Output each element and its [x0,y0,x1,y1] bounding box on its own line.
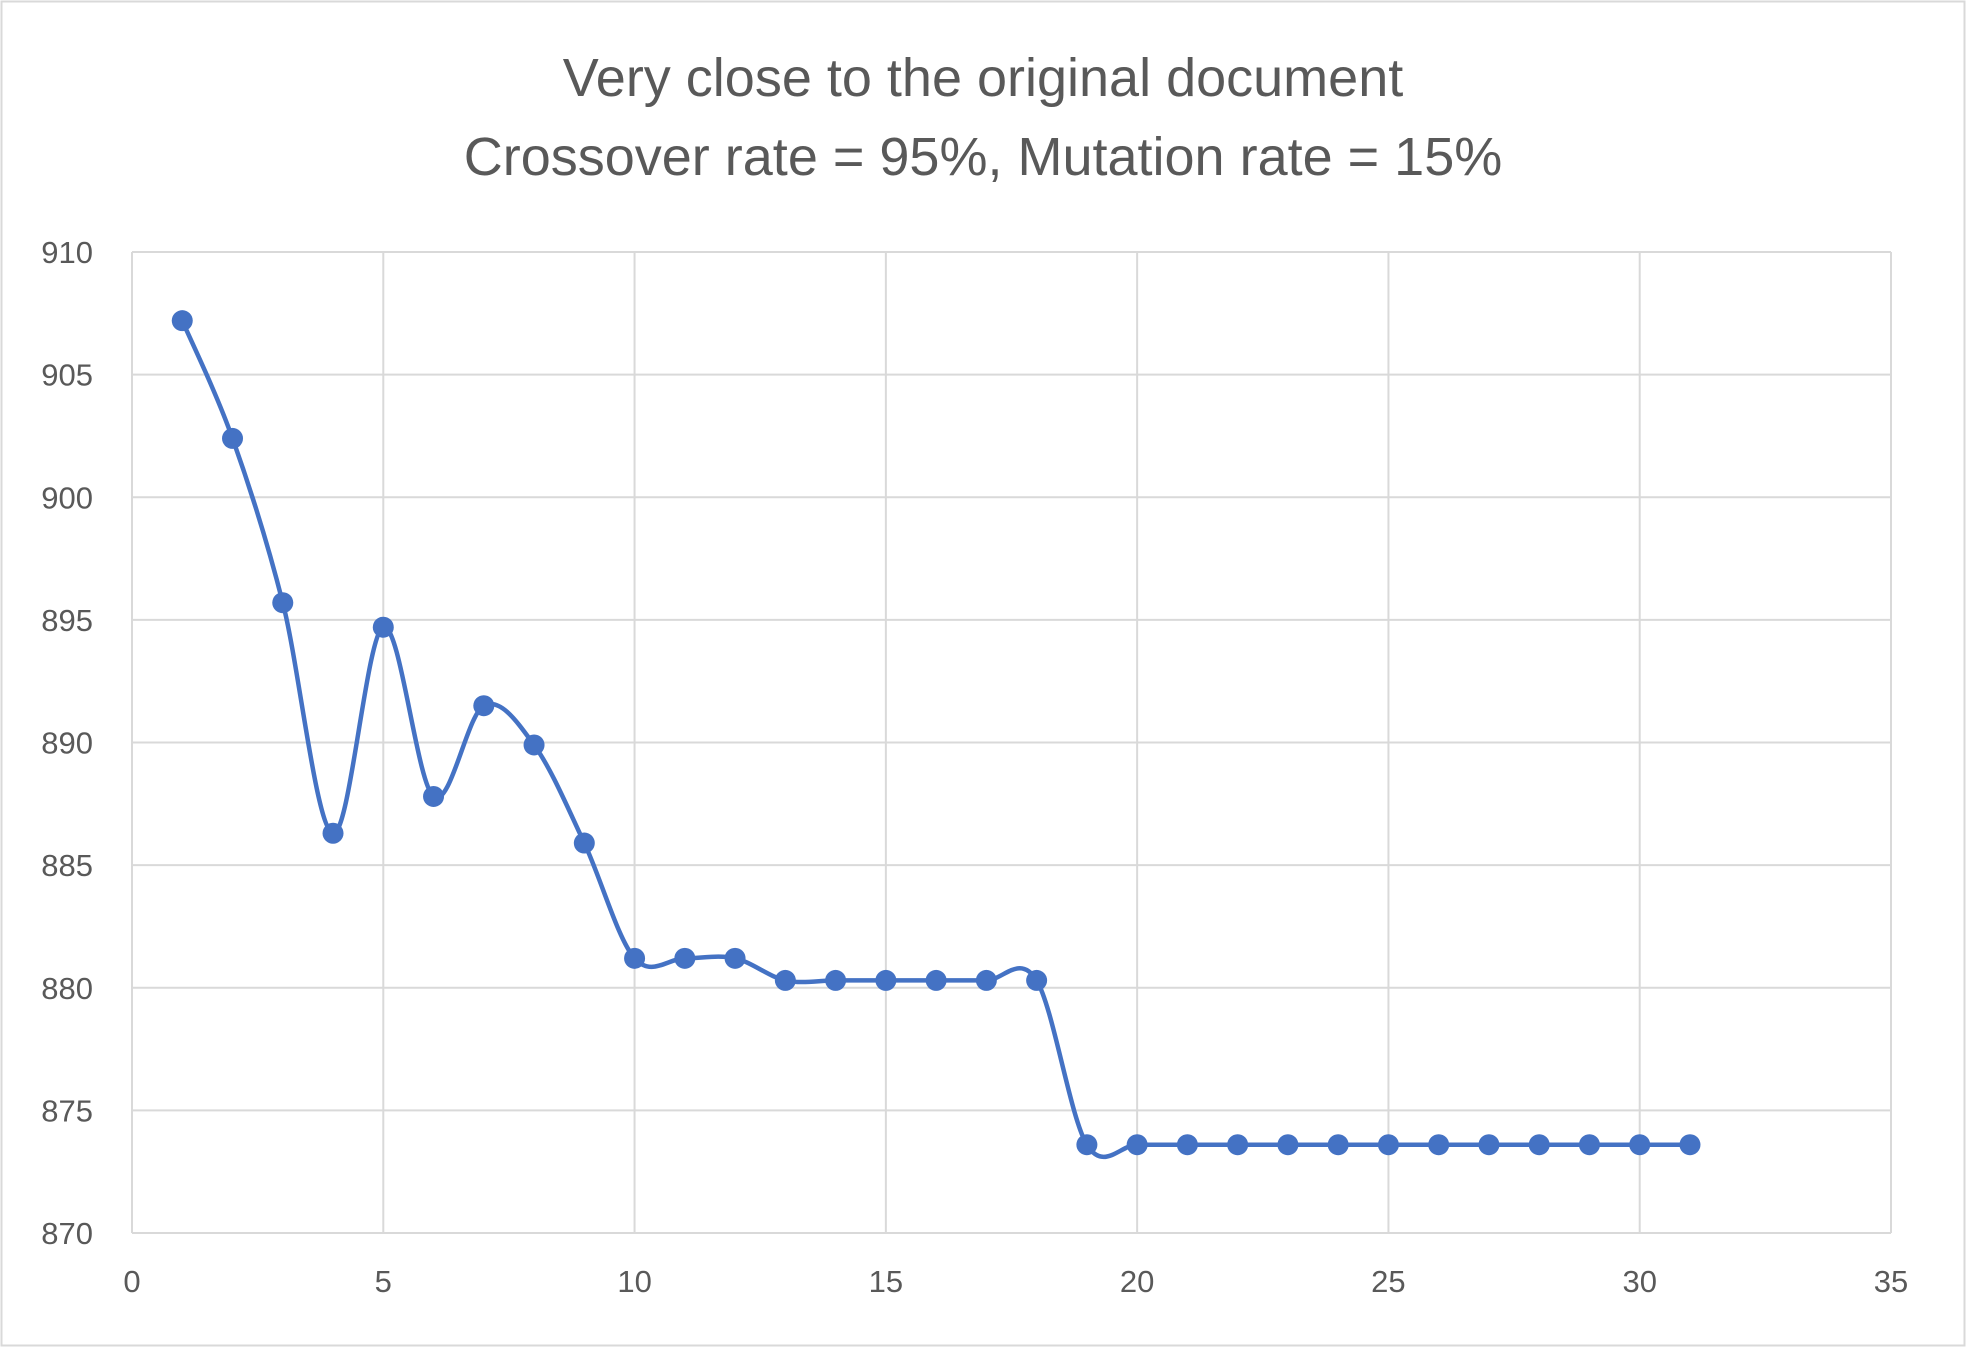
data-point [1076,1134,1098,1156]
data-point [171,310,193,332]
data-point [1327,1134,1349,1156]
data-point [573,832,595,854]
x-tick-label: 5 [375,1264,392,1299]
data-point [674,947,696,969]
data-point [875,969,897,991]
y-tick-label: 910 [41,235,93,270]
data-point [1126,1134,1148,1156]
data-point [975,969,997,991]
x-tick-label: 25 [1371,1264,1405,1299]
y-tick-label: 880 [41,971,93,1006]
data-point [1478,1134,1500,1156]
y-tick-label: 875 [41,1093,93,1128]
x-tick-label: 35 [1874,1264,1908,1299]
data-point [272,592,294,614]
data-point [825,969,847,991]
x-tick-label: 10 [617,1264,651,1299]
y-axis-tick-labels: 870 875 880 885 890 895 900 905 910 [41,235,93,1251]
y-tick-label: 905 [41,358,93,393]
data-point [774,969,796,991]
y-tick-label: 900 [41,480,93,515]
data-point [624,947,646,969]
data-point [925,969,947,991]
data-point [724,947,746,969]
data-point [423,785,445,807]
x-tick-label: 15 [869,1264,903,1299]
y-tick-label: 890 [41,726,93,761]
data-point [523,734,545,756]
x-tick-label: 20 [1120,1264,1154,1299]
data-point [322,822,344,844]
data-point [473,695,495,717]
y-tick-label: 885 [41,848,93,883]
data-point [222,427,244,449]
data-point [1629,1134,1651,1156]
gridlines [131,251,1892,1234]
chart-title: Very close to the original document [563,48,1403,108]
x-tick-label: 30 [1622,1264,1656,1299]
data-point [1578,1134,1600,1156]
data-point [1176,1134,1198,1156]
x-tick-label: 0 [123,1264,140,1299]
chart-subtitle: Crossover rate = 95%, Mutation rate = 15… [464,127,1503,187]
data-point [1679,1134,1701,1156]
y-tick-label: 870 [41,1216,93,1251]
series-group [171,310,1701,1160]
data-point [1428,1134,1450,1156]
data-point [1377,1134,1399,1156]
data-point [372,616,394,638]
data-point [1277,1134,1299,1156]
data-point [1528,1134,1550,1156]
data-point [1026,969,1048,991]
x-axis-tick-labels: 0 5 10 15 20 25 30 35 [123,1264,1908,1299]
data-point [1227,1134,1249,1156]
y-tick-label: 895 [41,603,93,638]
